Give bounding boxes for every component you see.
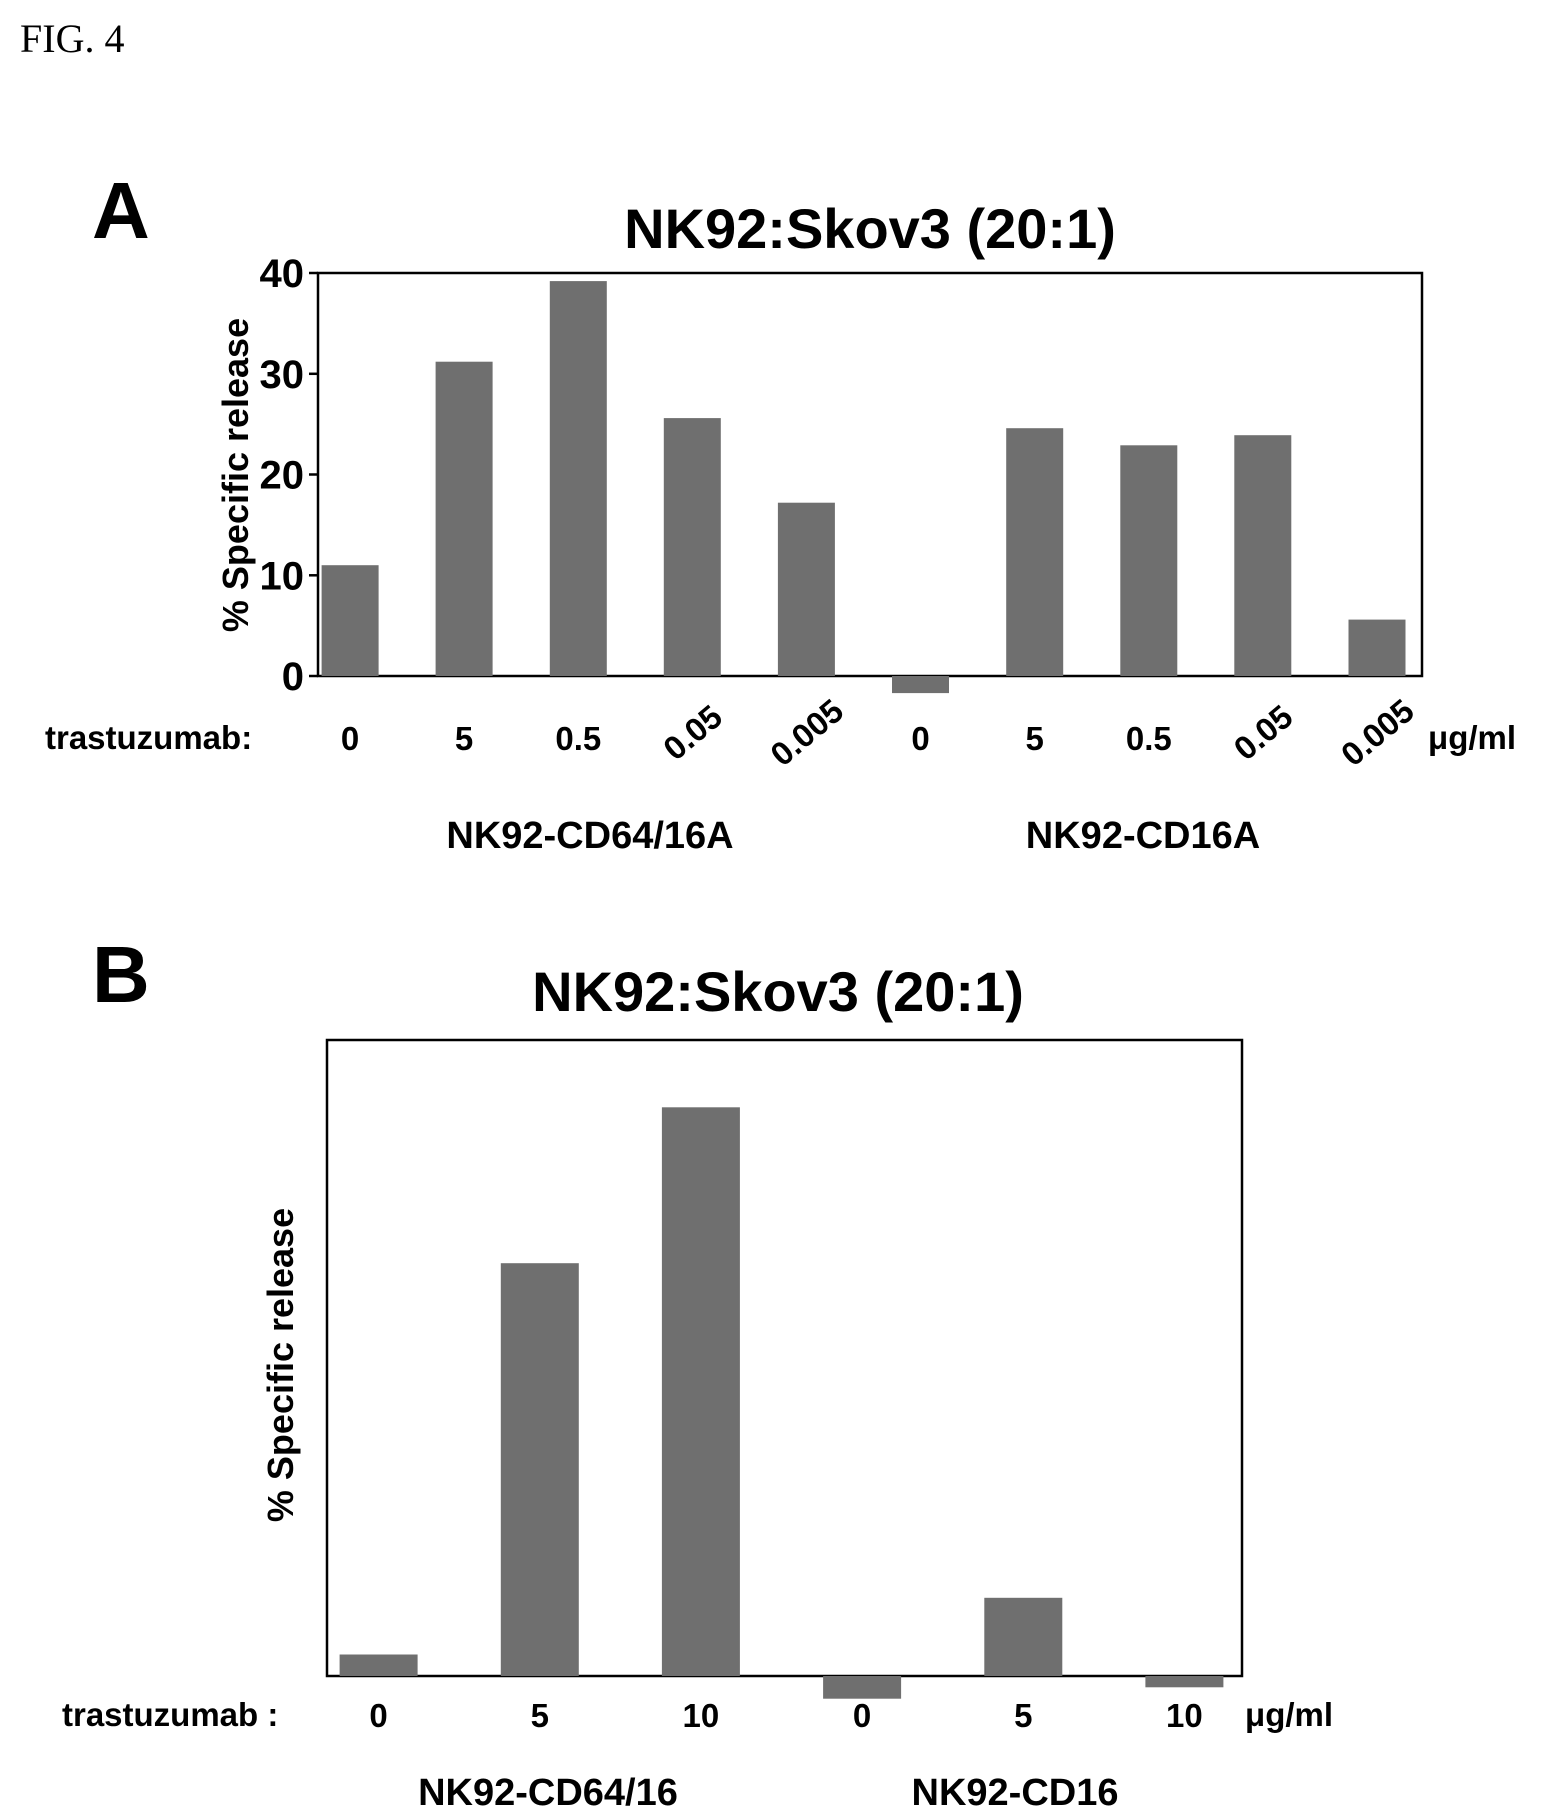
- plot-frame-b: [325, 1038, 1244, 1678]
- b-bar-1: [339, 1654, 418, 1676]
- b-category-label-4: 0: [853, 1697, 871, 1734]
- a-bar-2: [435, 361, 493, 676]
- a-category-label-1: 0: [341, 720, 359, 757]
- unit-label-b: μg/ml: [1245, 1696, 1333, 1733]
- a-bar-6: [892, 676, 949, 694]
- group-label-a-1: NK92-CD64/16A: [446, 815, 733, 857]
- a-category-label-3: 0.5: [555, 720, 601, 757]
- a-bar-8: [1120, 445, 1178, 676]
- a-bar-1: [321, 565, 379, 676]
- a-category-label-2: 5: [455, 720, 473, 757]
- a-bar-3: [549, 281, 607, 676]
- a-category-label-5: 0.005: [763, 692, 850, 773]
- a-y-tick-label-1: 0: [282, 655, 304, 699]
- b-category-label-2: 5: [531, 1697, 549, 1734]
- a-category-label-10: 0.005: [1334, 692, 1421, 773]
- b-bar-4: [823, 1676, 902, 1699]
- a-category-label-4: 0.05: [656, 698, 729, 768]
- figure-label: FIG. 4: [20, 16, 124, 61]
- b-category-label-5: 5: [1014, 1697, 1032, 1734]
- group-label-b-1: NK92-CD64/16: [418, 1772, 678, 1814]
- a-y-tick-label-4: 30: [260, 353, 305, 397]
- a-category-label-7: 5: [1026, 720, 1044, 757]
- chart-title-b: NK92:Skov3 (20:1): [532, 960, 1024, 1023]
- b-bar-6: [1145, 1676, 1224, 1688]
- bars-b: [339, 1107, 1224, 1699]
- a-bar-4: [663, 418, 721, 676]
- x-prefix-a: trastuzumab:: [45, 719, 252, 756]
- a-y-tick-label-3: 20: [260, 454, 305, 498]
- category-labels-a: 0 5 0.5 0.05 0.005 0 5 0.5 0.05 0.005: [341, 692, 1421, 773]
- b-category-label-6: 10: [1166, 1697, 1203, 1734]
- group-label-b-2: NK92-CD16: [912, 1772, 1119, 1814]
- x-prefix-b: trastuzumab :: [62, 1696, 278, 1733]
- y-axis-label-a: % Specific release: [215, 318, 256, 632]
- chart-panel-a: A NK92:Skov3 (20:1) % Specific release t…: [45, 166, 1516, 857]
- panel-letter-a: A: [92, 166, 150, 255]
- a-y-tick-label-2: 10: [260, 554, 305, 598]
- b-bar-5: [984, 1597, 1063, 1676]
- category-labels-b: 0 5 10 0 5 10: [369, 1697, 1202, 1734]
- b-category-label-3: 10: [683, 1697, 720, 1734]
- chart-title-a: NK92:Skov3 (20:1): [624, 197, 1116, 260]
- a-bar-5: [777, 502, 835, 676]
- group-label-a-2: NK92-CD16A: [1026, 815, 1260, 857]
- chart-panel-b: B NK92:Skov3 (20:1) % Specific release t…: [62, 930, 1333, 1814]
- a-bar-9: [1234, 435, 1292, 676]
- bars-a: [321, 281, 1406, 694]
- b-category-label-1: 0: [369, 1697, 387, 1734]
- panel-letter-b: B: [92, 930, 150, 1019]
- a-bar-7: [1006, 428, 1064, 676]
- b-bar-3: [661, 1107, 740, 1676]
- unit-label-a: μg/ml: [1428, 719, 1516, 756]
- a-category-label-9: 0.05: [1227, 698, 1300, 768]
- b-bar-2: [500, 1263, 579, 1676]
- a-y-tick-label-5: 40: [260, 252, 305, 296]
- y-ticks-a: 0 10 20 30 40: [260, 252, 318, 699]
- a-category-label-6: 0: [911, 720, 929, 757]
- a-bar-10: [1348, 619, 1406, 676]
- a-category-label-8: 0.5: [1126, 720, 1172, 757]
- y-axis-label-b: % Specific release: [260, 1208, 301, 1522]
